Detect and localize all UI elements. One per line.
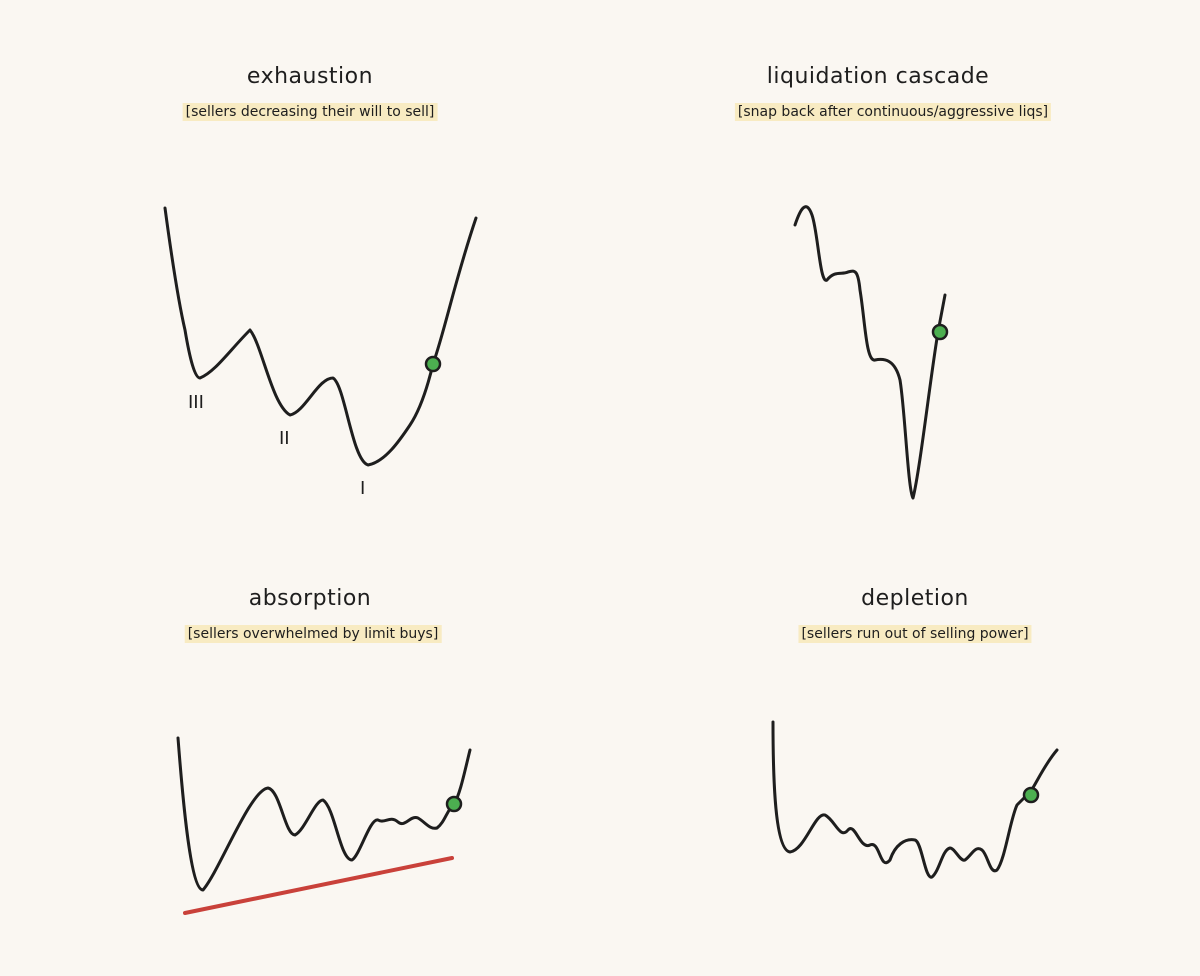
entry-dot-icon — [1022, 786, 1040, 804]
panel-subtitle-absorption: [sellers overwhelmed by limit buys] — [184, 625, 442, 643]
marker-first-low: I — [360, 478, 365, 499]
marker-third-low: III — [188, 392, 204, 413]
liquidation-cascade-price-curve — [793, 205, 947, 500]
entry-dot-icon — [424, 355, 442, 373]
absorption-price-curve — [176, 736, 472, 892]
rising-support-line — [183, 856, 454, 915]
entry-dot-icon — [445, 795, 463, 813]
entry-dot-icon — [931, 323, 949, 341]
panel-subtitle-liquidation-cascade: [snap back after continuous/aggressive l… — [734, 103, 1052, 121]
panel-title-depletion: depletion — [861, 586, 969, 611]
marker-second-low: II — [279, 428, 290, 449]
depletion-price-curve — [771, 720, 1059, 879]
panel-title-absorption: absorption — [248, 586, 372, 611]
panel-subtitle-depletion: [sellers run out of selling power] — [798, 625, 1032, 643]
panel-subtitle-exhaustion: [sellers decreasing their will to sell] — [182, 103, 438, 121]
exhaustion-price-curve — [163, 206, 478, 467]
panel-title-exhaustion: exhaustion — [246, 64, 374, 89]
panel-title-liquidation-cascade: liquidation cascade — [766, 64, 990, 89]
